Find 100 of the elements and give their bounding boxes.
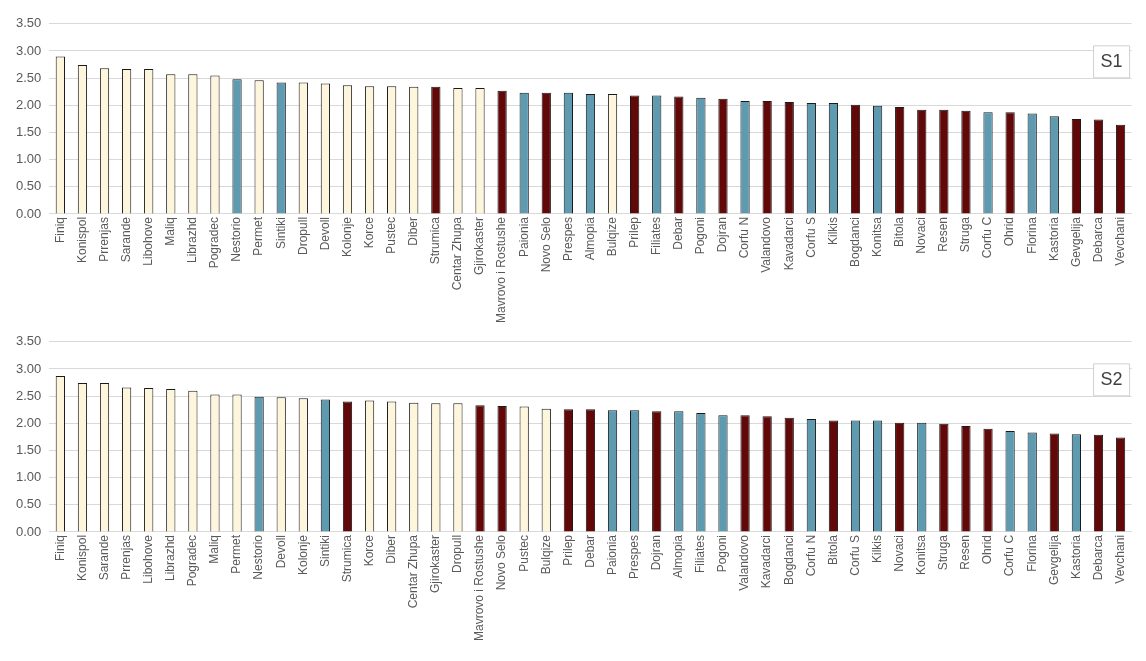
x-tick-label: Pustec: [383, 216, 398, 254]
x-tick-label: Pogradec: [207, 216, 222, 269]
x-tick-label: Mavrovo i Rostushe: [472, 534, 487, 641]
x-tick-label: Novo Selo: [494, 534, 509, 591]
x-tick-label: Dropull: [295, 216, 310, 255]
x-tick-label: Pustec: [516, 534, 531, 572]
x-tick-label: Gjirokaster: [428, 534, 443, 593]
y-tick-label: 3.00: [15, 42, 42, 58]
x-tick-label: Librazhd: [163, 534, 178, 581]
x-tick-label: Almopia: [671, 534, 686, 579]
x-tick-label: Bulqize: [538, 534, 553, 575]
y-tick-label: 0.50: [15, 496, 42, 512]
x-tick-label: Pogradec: [185, 534, 200, 587]
x-tick-label: Struga: [936, 534, 951, 571]
x-tick-label: Centar Zhupa: [406, 534, 421, 609]
x-tick-label: Prespes: [560, 216, 575, 261]
x-tick-label: Corfu S: [803, 216, 818, 258]
x-tick-label: Permet: [251, 216, 266, 256]
y-tick-label: 1.50: [15, 124, 42, 140]
x-tick-label: Finiq: [52, 216, 67, 243]
x-tick-label: Debar: [582, 534, 597, 568]
x-tick-label: Kilkis: [869, 534, 884, 563]
x-tick-label: Vevchani: [1112, 534, 1127, 584]
x-tick-label: Finiq: [52, 534, 67, 561]
x-tick-label: Valandovo: [759, 216, 774, 273]
x-tick-label: Diber: [406, 216, 421, 246]
x-tick-label: Prrenjas: [118, 534, 133, 580]
x-tick-label: Valandovo: [737, 534, 752, 591]
x-tick-label: Gevgelija: [1068, 216, 1083, 267]
x-tick-label: Korce: [361, 216, 376, 249]
y-tick-label: 2.50: [15, 69, 42, 85]
x-tick-label: Debarca: [1090, 216, 1105, 263]
x-tick-label: Librazhd: [185, 216, 200, 263]
x-tick-label: Dojran: [715, 216, 730, 253]
x-tick-label: Kastoria: [1068, 534, 1083, 579]
x-tick-label: Sarande: [96, 534, 111, 581]
x-tick-label: Kavadarci: [759, 534, 774, 589]
x-tick-label: Libohove: [141, 216, 156, 266]
x-tick-label: Sintiki: [273, 216, 288, 249]
x-tick-label: Dropull: [450, 534, 465, 573]
x-tick-label: Dojran: [649, 534, 664, 571]
x-tick-label: Filiates: [693, 534, 708, 573]
x-tick-label: Prilep: [560, 534, 575, 566]
annotation: S2: [1100, 368, 1123, 389]
y-tick-label: 1.00: [15, 151, 42, 167]
x-tick-label: Ohrid: [980, 534, 995, 565]
x-tick-label: Corfu N: [803, 534, 818, 577]
x-tick-label: Libohove: [141, 534, 156, 584]
x-tick-label: Paionia: [604, 534, 619, 575]
x-tick-label: Diber: [383, 534, 398, 564]
x-tick-label: Florina: [1024, 534, 1039, 572]
x-tick-label: Resen: [958, 534, 973, 570]
x-tick-label: Kastoria: [1046, 216, 1061, 261]
x-tick-label: Kolonje: [339, 216, 354, 257]
x-tick-label: Resen: [936, 216, 951, 252]
x-tick-label: Kavadarci: [781, 216, 796, 271]
x-tick-label: Korce: [361, 534, 376, 567]
x-tick-label: Bitola: [825, 534, 840, 565]
x-tick-label: Struga: [958, 216, 973, 253]
x-tick-label: Debarca: [1090, 534, 1105, 581]
x-tick-label: Bogdanci: [847, 216, 862, 267]
x-tick-label: Centar Zhupa: [450, 216, 465, 291]
x-tick-label: Prespes: [626, 534, 641, 579]
x-tick-label: Bulqize: [604, 216, 619, 257]
y-tick-label: 2.00: [15, 96, 42, 112]
x-tick-label: Strumica: [428, 216, 443, 265]
x-tick-label: Ohrid: [1002, 216, 1017, 247]
x-tick-label: Maliq: [163, 216, 178, 246]
x-tick-label: Pogoni: [693, 216, 708, 255]
y-tick-label: 2.50: [15, 387, 42, 403]
x-tick-label: Maliq: [207, 534, 222, 564]
x-tick-label: Bitola: [891, 216, 906, 247]
x-tick-label: Konispol: [74, 534, 89, 581]
y-tick-label: 3.50: [15, 333, 42, 349]
x-tick-label: Gjirokaster: [472, 216, 487, 275]
x-tick-label: Bogdanci: [781, 534, 796, 585]
x-tick-label: Kolonje: [295, 534, 310, 575]
x-tick-label: Prilep: [626, 216, 641, 248]
x-tick-label: Pogoni: [715, 534, 730, 573]
x-tick-label: Permet: [229, 534, 244, 574]
x-tick-label: Vevchani: [1112, 216, 1127, 266]
x-tick-label: Strumica: [339, 534, 354, 583]
x-tick-label: Kilkis: [825, 216, 840, 245]
x-tick-label: Nestorio: [251, 534, 266, 580]
x-tick-label: Corfu C: [1002, 534, 1017, 577]
x-tick-label: Devoll: [317, 216, 332, 251]
x-tick-label: Corfu C: [980, 216, 995, 259]
y-tick-label: 0.00: [15, 523, 42, 539]
x-tick-label: Mavrovo i Rostushe: [494, 216, 509, 323]
x-tick-label: Konitsa: [914, 534, 929, 575]
x-tick-label: Prrenjas: [96, 216, 111, 262]
y-tick-label: 1.50: [15, 442, 42, 458]
x-tick-label: Corfu N: [737, 216, 752, 259]
y-tick-label: 1.00: [15, 469, 42, 485]
x-tick-label: Debar: [671, 216, 686, 250]
x-tick-label: Paionia: [516, 216, 531, 257]
x-tick-label: Novaci: [891, 534, 906, 572]
x-tick-label: Novo Selo: [538, 216, 553, 273]
annotation: S1: [1100, 50, 1123, 71]
x-tick-label: Konitsa: [869, 216, 884, 257]
